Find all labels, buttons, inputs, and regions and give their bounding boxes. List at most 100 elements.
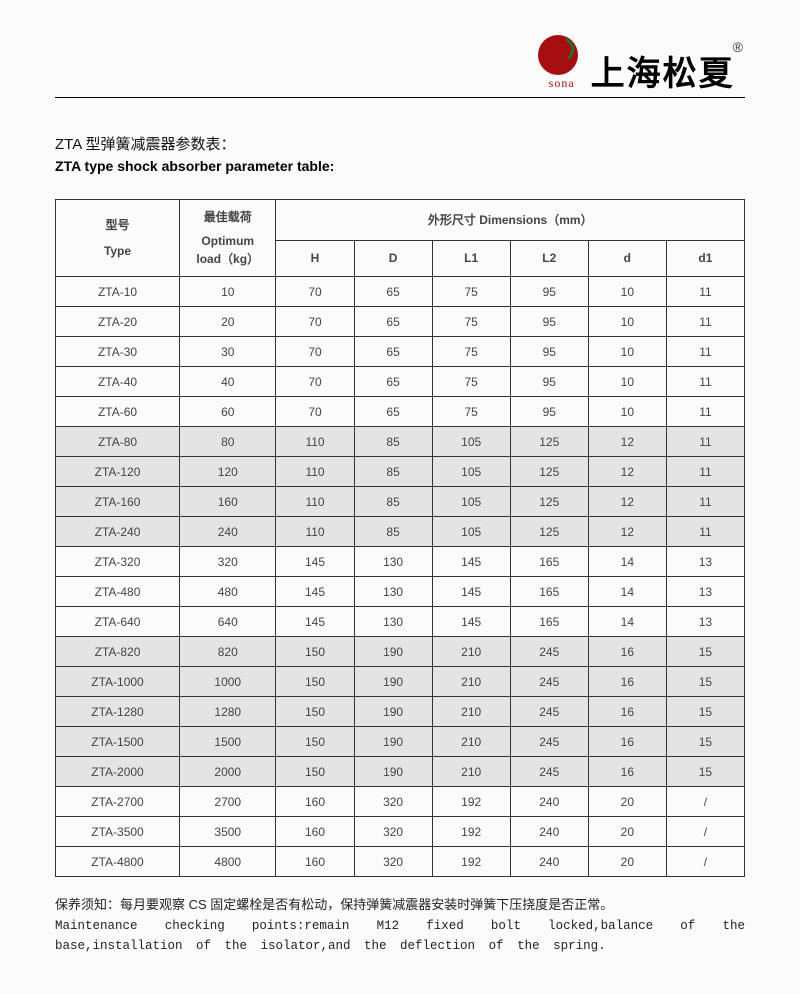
table-cell: 12: [588, 457, 666, 487]
table-cell: 95: [510, 397, 588, 427]
table-row: ZTA-150015001501902102451615: [56, 727, 745, 757]
table-cell: 14: [588, 577, 666, 607]
table-cell: 210: [432, 757, 510, 787]
table-row: ZTA-6060706575951011: [56, 397, 745, 427]
logo-icon: [533, 30, 583, 80]
table-cell: ZTA-240: [56, 517, 180, 547]
logo: sona 上海松夏®: [533, 30, 745, 91]
table-row: ZTA-3030706575951011: [56, 337, 745, 367]
table-row: ZTA-6406401451301451651413: [56, 607, 745, 637]
registered-mark: ®: [733, 39, 743, 55]
table-cell: 11: [666, 277, 744, 307]
table-cell: 110: [276, 517, 354, 547]
table-cell: 120: [180, 457, 276, 487]
table-cell: 165: [510, 547, 588, 577]
table-cell: ZTA-1500: [56, 727, 180, 757]
table-cell: 80: [180, 427, 276, 457]
footer-en: Maintenance checking points:remain M12 f…: [55, 916, 745, 956]
table-row: ZTA-128012801501902102451615: [56, 697, 745, 727]
th-dimensions: 外形尺寸 Dimensions（mm）: [276, 200, 745, 241]
table-cell: 125: [510, 517, 588, 547]
table-cell: 130: [354, 577, 432, 607]
table-cell: ZTA-120: [56, 457, 180, 487]
table-cell: 75: [432, 337, 510, 367]
table-cell: 160: [276, 847, 354, 877]
table-cell: 150: [276, 667, 354, 697]
table-cell: 11: [666, 307, 744, 337]
table-row: ZTA-2020706575951011: [56, 307, 745, 337]
title-en: ZTA type shock absorber parameter table:: [55, 158, 745, 174]
company-name: 上海松夏®: [591, 57, 745, 91]
th-type: 型号 Type: [56, 200, 180, 277]
table-cell: 75: [432, 307, 510, 337]
footer-note: 保养须知：每月要观察 CS 固定螺栓是否有松动，保持弹簧减震器安装时弹簧下压挠度…: [55, 895, 745, 956]
table-cell: 145: [432, 547, 510, 577]
th-d: d: [588, 240, 666, 276]
table-cell: 320: [354, 787, 432, 817]
table-cell: 75: [432, 277, 510, 307]
table-cell: 65: [354, 307, 432, 337]
table-cell: 16: [588, 667, 666, 697]
table-cell: 10: [588, 337, 666, 367]
table-cell: /: [666, 787, 744, 817]
table-cell: 150: [276, 727, 354, 757]
table-cell: 85: [354, 427, 432, 457]
table-cell: 10: [588, 397, 666, 427]
table-cell: 145: [432, 607, 510, 637]
table-cell: 14: [588, 607, 666, 637]
table-cell: ZTA-2000: [56, 757, 180, 787]
parameter-table: 型号 Type 最佳载荷 Optimum load（kg） 外形尺寸 Dimen…: [55, 199, 745, 877]
th-load-cn: 最佳载荷: [180, 208, 275, 226]
table-cell: 70: [276, 367, 354, 397]
table-cell: 190: [354, 667, 432, 697]
table-row: ZTA-4040706575951011: [56, 367, 745, 397]
table-cell: 245: [510, 697, 588, 727]
table-row: ZTA-1010706575951011: [56, 277, 745, 307]
table-cell: 240: [510, 847, 588, 877]
table-cell: 210: [432, 637, 510, 667]
table-cell: 192: [432, 817, 510, 847]
table-cell: 15: [666, 697, 744, 727]
th-type-en: Type: [56, 242, 179, 260]
table-cell: 11: [666, 427, 744, 457]
table-cell: 95: [510, 367, 588, 397]
table-cell: 15: [666, 667, 744, 697]
table-cell: 65: [354, 277, 432, 307]
page-header: sona 上海松夏®: [55, 30, 745, 98]
table-row: ZTA-8080110851051251211: [56, 427, 745, 457]
table-cell: 130: [354, 547, 432, 577]
table-cell: ZTA-1280: [56, 697, 180, 727]
table-row: ZTA-4800480016032019224020/: [56, 847, 745, 877]
table-cell: 640: [180, 607, 276, 637]
table-cell: 65: [354, 397, 432, 427]
table-cell: 150: [276, 757, 354, 787]
table-cell: 20: [588, 787, 666, 817]
table-cell: ZTA-640: [56, 607, 180, 637]
th-d1: d1: [666, 240, 744, 276]
table-row: ZTA-120120110851051251211: [56, 457, 745, 487]
table-cell: 160: [180, 487, 276, 517]
table-cell: 11: [666, 367, 744, 397]
table-cell: 16: [588, 757, 666, 787]
table-cell: 245: [510, 637, 588, 667]
table-cell: 10: [180, 277, 276, 307]
table-row: ZTA-3203201451301451651413: [56, 547, 745, 577]
table-cell: 3500: [180, 817, 276, 847]
table-row: ZTA-100010001501902102451615: [56, 667, 745, 697]
table-cell: ZTA-4800: [56, 847, 180, 877]
table-cell: 160: [276, 817, 354, 847]
table-cell: 20: [180, 307, 276, 337]
table-cell: 145: [432, 577, 510, 607]
th-load-en-1: Optimum: [180, 232, 275, 250]
table-cell: 320: [354, 817, 432, 847]
table-cell: 20: [588, 817, 666, 847]
table-cell: 70: [276, 277, 354, 307]
table-cell: ZTA-320: [56, 547, 180, 577]
table-cell: 240: [510, 817, 588, 847]
table-cell: 210: [432, 697, 510, 727]
table-cell: 75: [432, 397, 510, 427]
th-L1: L1: [432, 240, 510, 276]
table-cell: ZTA-160: [56, 487, 180, 517]
table-cell: 110: [276, 487, 354, 517]
table-cell: 65: [354, 337, 432, 367]
